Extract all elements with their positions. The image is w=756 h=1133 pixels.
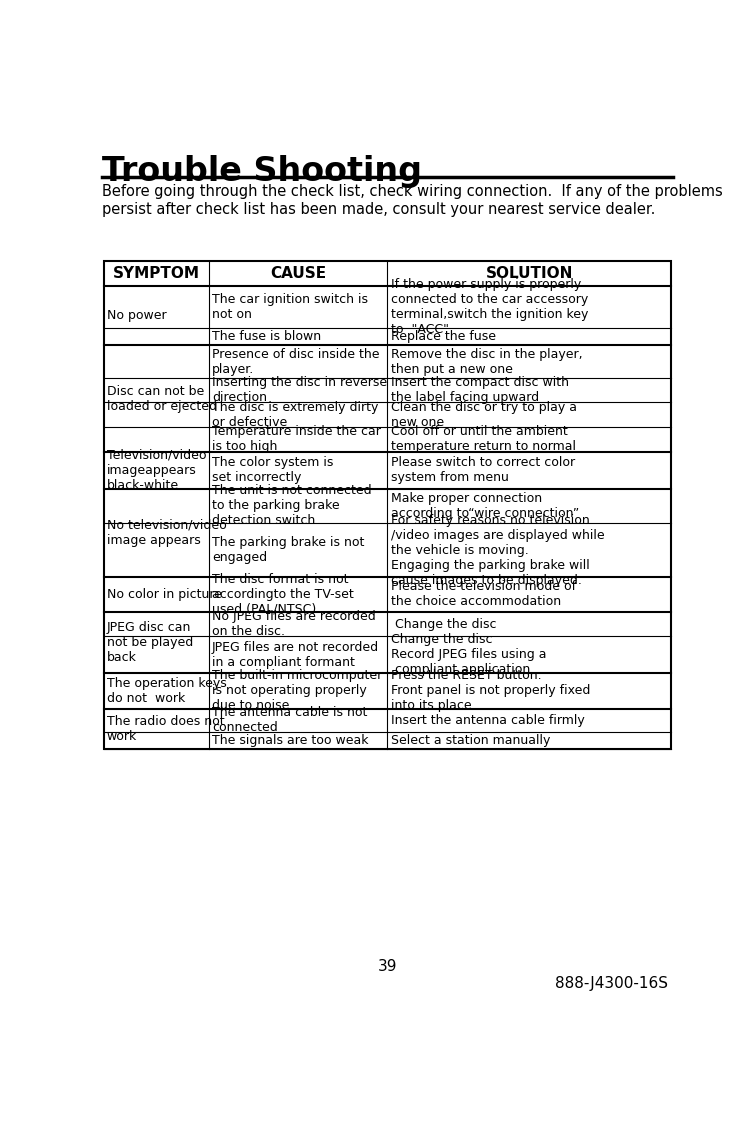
Text: For safety reasons no television
/video images are displayed while
the vehicle i: For safety reasons no television /video …: [391, 513, 604, 587]
Text: Change the disc: Change the disc: [391, 617, 496, 631]
Text: The built-in microcomputer
is not operating properly
due to noise: The built-in microcomputer is not operat…: [212, 670, 382, 713]
Text: SYMPTOM: SYMPTOM: [113, 266, 200, 281]
Text: JPEG files are not recorded
in a compliant formant: JPEG files are not recorded in a complia…: [212, 640, 379, 668]
Text: CAUSE: CAUSE: [270, 266, 326, 281]
Text: Replace the fuse: Replace the fuse: [391, 331, 495, 343]
Text: 888-J4300-16S: 888-J4300-16S: [555, 977, 668, 991]
Text: Trouble Shooting: Trouble Shooting: [102, 155, 423, 188]
Text: The fuse is blown: The fuse is blown: [212, 331, 321, 343]
Text: Insert the antenna cable firmly: Insert the antenna cable firmly: [391, 714, 584, 727]
Text: Please the television mode of
the choice accommodation: Please the television mode of the choice…: [391, 580, 575, 608]
Text: Clean the disc or try to play a
new one: Clean the disc or try to play a new one: [391, 401, 577, 428]
Text: The operation keys
do not  work: The operation keys do not work: [107, 676, 227, 705]
Text: The radio does not
work: The radio does not work: [107, 715, 225, 743]
Text: Remove the disc in the player,
then put a new one: Remove the disc in the player, then put …: [391, 348, 582, 375]
Bar: [104, 262, 671, 749]
Text: The signals are too weak: The signals are too weak: [212, 734, 368, 747]
Text: SOLUTION: SOLUTION: [485, 266, 573, 281]
Text: The color system is
set incorrectly: The color system is set incorrectly: [212, 457, 333, 484]
Text: Disc can not be
loaded or ejected: Disc can not be loaded or ejected: [107, 384, 217, 412]
Text: Presence of disc inside the
player.: Presence of disc inside the player.: [212, 348, 380, 375]
Text: Before going through the check list, check wiring connection.  If any of the pro: Before going through the check list, che…: [102, 185, 723, 216]
Text: Television/video
imageappears
black-white: Television/video imageappears black-whit…: [107, 449, 206, 492]
Text: Press the RESET button.
Front panel is not properly fixed
into its place: Press the RESET button. Front panel is n…: [391, 670, 590, 713]
Text: Temperature inside the car
is too high: Temperature inside the car is too high: [212, 425, 381, 453]
Text: Make proper connection
according to“wire connection”: Make proper connection according to“wire…: [391, 492, 579, 520]
Text: Inserting the disc in reverse
direction: Inserting the disc in reverse direction: [212, 376, 387, 404]
Text: No JPEG files are recorded
on the disc.: No JPEG files are recorded on the disc.: [212, 611, 376, 638]
Text: Select a station manually: Select a station manually: [391, 734, 550, 747]
Text: No color in picture: No color in picture: [107, 588, 222, 600]
Text: The parking brake is not
engaged: The parking brake is not engaged: [212, 536, 364, 564]
Text: No power: No power: [107, 309, 166, 322]
Text: No television/video
image appears: No television/video image appears: [107, 519, 227, 547]
Text: Change the disc
Record JPEG files using a
 compliant application: Change the disc Record JPEG files using …: [391, 633, 546, 676]
Text: Cool off or until the ambient
temperature return to normal: Cool off or until the ambient temperatur…: [391, 425, 575, 453]
Text: 39: 39: [378, 959, 397, 973]
Text: Please switch to correct color
system from menu: Please switch to correct color system fr…: [391, 457, 575, 484]
Text: The unit is not connected
to the parking brake
detection switch: The unit is not connected to the parking…: [212, 485, 371, 528]
Text: The antenna cable is not
connected: The antenna cable is not connected: [212, 706, 367, 734]
Text: The car ignition switch is
not on: The car ignition switch is not on: [212, 293, 368, 322]
Text: JPEG disc can
not be played
back: JPEG disc can not be played back: [107, 621, 193, 664]
Text: Insert the compact disc with
the label facing upward: Insert the compact disc with the label f…: [391, 376, 569, 404]
Text: The disc format is not
accordingto the TV-set
used (PAL/NTSC): The disc format is not accordingto the T…: [212, 573, 354, 616]
Text: The disc is extremely dirty
or defective: The disc is extremely dirty or defective: [212, 401, 378, 428]
Text: If the power supply is properly
connected to the car accessory
terminal,switch t: If the power supply is properly connecte…: [391, 279, 588, 337]
